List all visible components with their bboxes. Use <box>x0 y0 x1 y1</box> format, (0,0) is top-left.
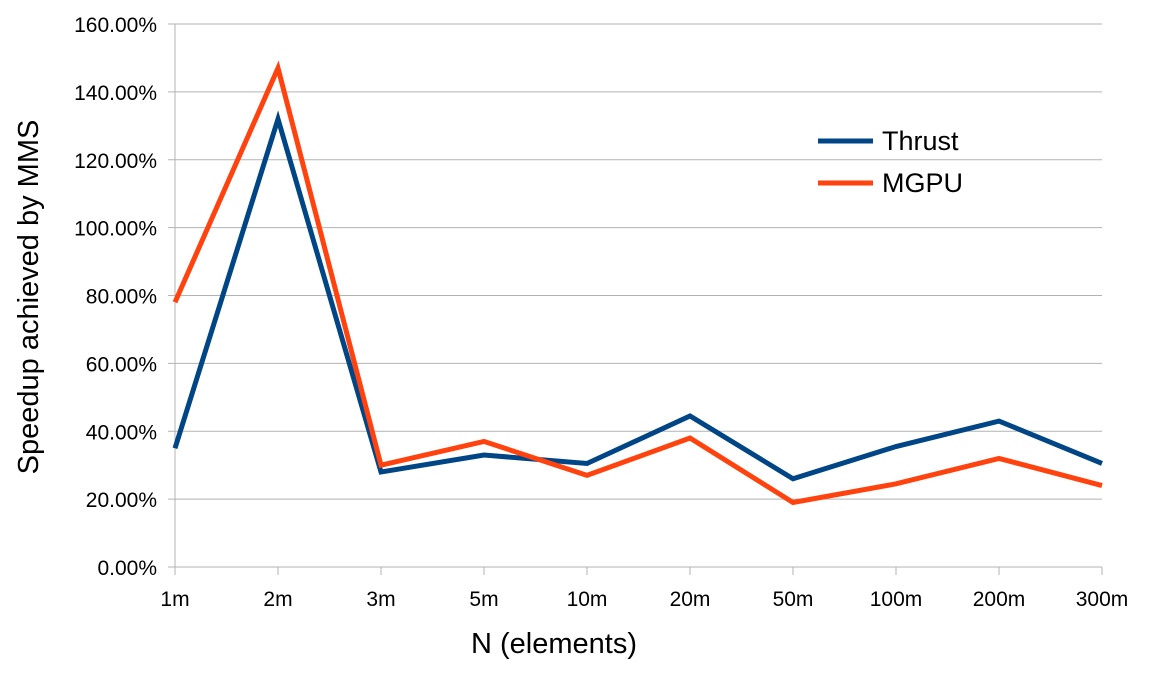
y-axis-title: Speedup achieved by MMS <box>13 120 45 475</box>
x-tick-label: 10m <box>567 588 608 611</box>
y-tick-label: 100.00% <box>74 218 157 241</box>
y-tick-label: 120.00% <box>74 150 157 173</box>
x-tick-label: 1m <box>160 588 189 611</box>
legend-label-thrust: Thrust <box>882 126 959 156</box>
y-tick-label: 20.00% <box>86 489 157 512</box>
x-tick-labels: 1m 2m 3m 5m 10m 20m 50m 100m 200m 300m <box>160 588 1128 611</box>
y-tick-label: 80.00% <box>86 286 157 309</box>
x-tick-label: 300m <box>1076 588 1129 611</box>
y-tick-label: 40.00% <box>86 421 157 444</box>
x-tick-label: 200m <box>973 588 1026 611</box>
y-tick-labels: 0.00% 20.00% 40.00% 60.00% 80.00% 100.00% 120.… <box>74 14 157 580</box>
axes <box>168 23 1103 575</box>
series-line-mgpu <box>172 60 1103 506</box>
x-tick-label: 2m <box>263 588 292 611</box>
x-axis-title: N (elements) <box>471 628 637 660</box>
y-tick-label: 60.00% <box>86 353 157 376</box>
y-tick-label: 160.00% <box>74 14 157 37</box>
x-tick-label: 50m <box>773 588 814 611</box>
y-tick-label: 0.00% <box>97 557 157 580</box>
series-lines <box>172 60 1103 506</box>
legend: Thrust MGPU <box>818 126 963 198</box>
series-line-thrust <box>172 110 1103 482</box>
x-tick-label: 3m <box>366 588 395 611</box>
x-tick-label: 20m <box>670 588 711 611</box>
y-tick-label: 140.00% <box>74 82 157 105</box>
legend-label-mgpu: MGPU <box>882 168 963 198</box>
x-tick-label: 5m <box>469 588 498 611</box>
x-tick-label: 100m <box>870 588 923 611</box>
